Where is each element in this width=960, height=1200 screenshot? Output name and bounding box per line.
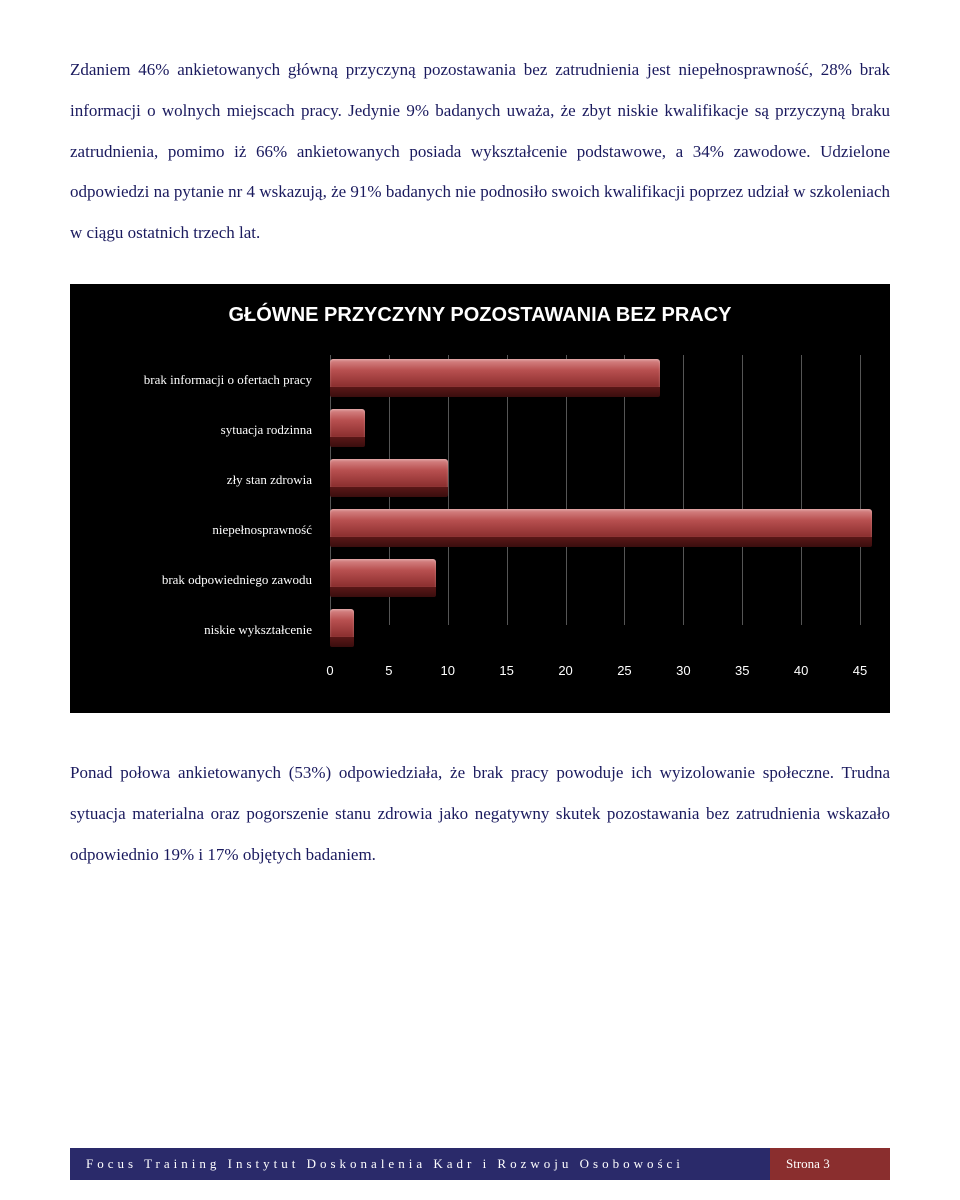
page-footer: Focus Training Instytut Doskonalenia Kad… [70, 1148, 890, 1180]
chart-x-tick: 15 [499, 663, 513, 678]
chart-x-tick: 25 [617, 663, 631, 678]
chart-bar-depth [330, 437, 365, 447]
chart-x-tick: 20 [558, 663, 572, 678]
chart-bar [330, 559, 436, 587]
chart-bar [330, 609, 354, 637]
chart-row: brak informacji o ofertach pracy [330, 355, 860, 405]
chart-bar [330, 409, 365, 437]
chart-x-tick: 40 [794, 663, 808, 678]
chart-plot: brak informacji o ofertach pracysytuacja… [100, 355, 860, 655]
paragraph-1: Zdaniem 46% ankietowanych główną przyczy… [70, 50, 890, 254]
chart-row: zły stan zdrowia [330, 455, 860, 505]
chart-x-axis: 051015202530354045 [330, 663, 860, 683]
chart-bar-depth [330, 587, 436, 597]
chart-row-label: zły stan zdrowia [100, 472, 320, 488]
chart-bar-area [330, 405, 860, 455]
chart-container: GŁÓWNE PRZYCZYNY POZOSTAWANIA BEZ PRACY … [70, 284, 890, 713]
chart-title: GŁÓWNE PRZYCZYNY POZOSTAWANIA BEZ PRACY [100, 304, 860, 327]
chart-row-label: brak odpowiedniego zawodu [100, 572, 320, 588]
chart-row-label: sytuacja rodzinna [100, 422, 320, 438]
chart-x-tick: 5 [385, 663, 392, 678]
chart-row-label: niepełnosprawność [100, 522, 320, 538]
chart-bar-depth [330, 537, 872, 547]
chart-bar-area [330, 355, 860, 405]
footer-left: Focus Training Instytut Doskonalenia Kad… [70, 1148, 770, 1180]
chart-bar-area [330, 555, 860, 605]
chart-row: sytuacja rodzinna [330, 405, 860, 455]
chart-bar-depth [330, 637, 354, 647]
chart-x-tick: 0 [326, 663, 333, 678]
paragraph-2: Ponad połowa ankietowanych (53%) odpowie… [70, 753, 890, 875]
chart-bar [330, 359, 660, 387]
footer-right: Strona 3 [770, 1148, 890, 1180]
chart-row: niepełnosprawność [330, 505, 860, 555]
chart-bar-depth [330, 387, 660, 397]
chart-row: niskie wykształcenie [330, 605, 860, 655]
chart-row-label: brak informacji o ofertach pracy [100, 372, 320, 388]
chart-row: brak odpowiedniego zawodu [330, 555, 860, 605]
chart-bar-area [330, 455, 860, 505]
chart-gridline [860, 355, 861, 625]
chart-bar-area [330, 605, 860, 655]
chart-bar-area [330, 505, 860, 555]
chart-bar-depth [330, 487, 448, 497]
chart-bar [330, 509, 872, 537]
chart-x-tick: 35 [735, 663, 749, 678]
chart-row-label: niskie wykształcenie [100, 622, 320, 638]
chart-x-tick: 45 [853, 663, 867, 678]
chart-bar [330, 459, 448, 487]
chart-x-tick: 30 [676, 663, 690, 678]
chart-x-tick: 10 [441, 663, 455, 678]
